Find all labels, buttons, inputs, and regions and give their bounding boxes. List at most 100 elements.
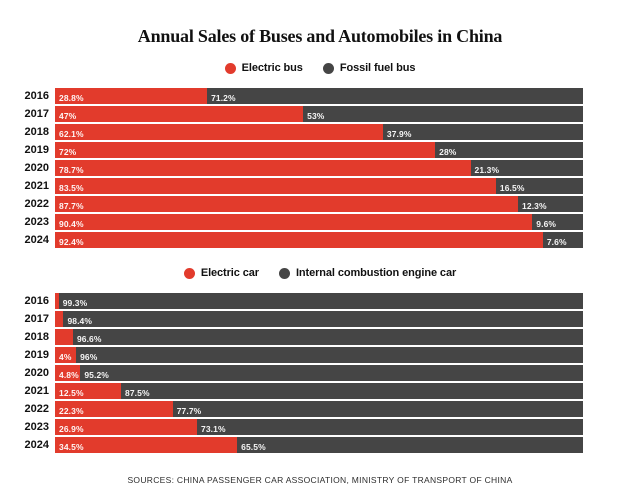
value-label: 16.5% <box>499 183 525 193</box>
value-label: 28.8% <box>59 93 84 103</box>
value-label: 12.3% <box>522 201 547 211</box>
legend-item-fossil-fuel-bus: Fossil fuel bus <box>322 62 416 74</box>
internal-combustion-engine-car-segment: 65.5% <box>237 437 583 453</box>
bar-track: 34.5% 65.5% <box>55 437 583 453</box>
bar-track: 78.7% 21.3% <box>55 160 583 176</box>
year-label: 2022 <box>24 403 49 415</box>
legend-label-electric-bus: Electric bus <box>241 62 303 74</box>
value-label: 4.8% <box>59 370 79 380</box>
year-label: 2020 <box>24 367 49 379</box>
year-label: 2024 <box>24 439 49 451</box>
electric-car-segment <box>55 329 73 345</box>
car-chart-legend: Electric car Internal combustion engine … <box>0 266 640 280</box>
electric-car-segment: 4% <box>55 347 77 363</box>
bar-row-2020: 2020 78.7% 21.3% <box>0 160 640 176</box>
value-label: 95.2% <box>84 370 109 380</box>
value-label: 26.9% <box>59 424 84 434</box>
value-label: 78.7% <box>59 165 84 175</box>
bar-track: 26.9% 73.1% <box>55 419 583 435</box>
electric-bus-segment: 87.7% <box>55 196 519 212</box>
year-label: 2021 <box>24 180 49 192</box>
bar-track: 87.7% 12.3% <box>55 196 583 212</box>
value-label: 21.3% <box>474 165 500 175</box>
year-label: 2020 <box>24 162 49 174</box>
bar-track: 83.5% 16.5% <box>55 178 583 194</box>
bar-track: 4.8% 95.2% <box>55 365 583 381</box>
fossil-fuel-bus-segment: 7.6% <box>542 232 583 248</box>
value-label: 4% <box>59 352 72 362</box>
bar-row-2019: 2019 72% 28% <box>0 142 640 158</box>
value-label <box>55 334 59 344</box>
bus-sales-bar-chart: 2016 28.8% 71.2% 2017 47% 53% 2018 62.1% 37.9% 20… <box>0 88 640 248</box>
bar-row-2018: 2018 62.1% 37.9% <box>0 124 640 140</box>
value-label: 12.5% <box>59 388 84 398</box>
year-label: 2019 <box>24 349 49 361</box>
value-label: 62.1% <box>59 129 84 139</box>
fossil-fuel-bus-segment: 21.3% <box>470 160 583 176</box>
value-label: 98.4% <box>67 316 93 326</box>
bar-row-2023: 2023 26.9% 73.1% <box>0 419 640 435</box>
electric-car-segment: 22.3% <box>55 401 173 417</box>
value-label: 96% <box>80 352 98 362</box>
bar-row-2022: 2022 87.7% 12.3% <box>0 196 640 212</box>
fossil-fuel-bus-segment: 16.5% <box>495 178 583 194</box>
year-label: 2016 <box>24 90 49 102</box>
bar-row-2024: 2024 92.4% 7.6% <box>0 232 640 248</box>
value-label: 90.4% <box>59 219 84 229</box>
internal-combustion-engine-car-segment: 96% <box>76 347 583 363</box>
legend-label-electric-car: Electric car <box>200 267 259 279</box>
bar-track: 90.4% 9.6% <box>55 214 583 230</box>
electric-bus-segment: 78.7% <box>55 160 471 176</box>
electric-bus-segment: 83.5% <box>55 178 496 194</box>
value-label: 87.5% <box>125 388 150 398</box>
electric-car-segment: 34.5% <box>55 437 238 453</box>
bar-row-2021: 2021 12.5% 87.5% <box>0 383 640 399</box>
value-label: 72% <box>59 147 77 157</box>
bar-track: 4% 96% <box>55 347 583 363</box>
year-label: 2016 <box>24 295 49 307</box>
value-label: 37.9% <box>386 129 412 139</box>
value-label: 9.6% <box>536 219 557 229</box>
value-label: 92.4% <box>59 237 84 247</box>
year-label: 2022 <box>24 198 49 210</box>
electric-bus-segment: 28.8% <box>55 88 208 104</box>
electric-car-segment <box>55 311 64 327</box>
value-label: 28% <box>439 147 457 157</box>
fossil-fuel-bus-segment: 12.3% <box>518 196 583 212</box>
value-label: 7.6% <box>546 237 567 247</box>
bar-track: 72% 28% <box>55 142 583 158</box>
bar-row-2016: 2016 99.3% <box>0 293 640 309</box>
value-label: 77.7% <box>176 406 202 416</box>
bar-row-2019: 2019 4% 96% <box>0 347 640 363</box>
bar-track: 98.4% <box>55 311 583 327</box>
internal-combustion-engine-car-segment: 99.3% <box>58 293 583 309</box>
year-label: 2018 <box>24 331 49 343</box>
value-label: 96.6% <box>76 334 102 344</box>
internal-combustion-engine-car-segment: 98.4% <box>63 311 583 327</box>
bar-row-2024: 2024 34.5% 65.5% <box>0 437 640 453</box>
value-label: 73.1% <box>201 424 226 434</box>
electric-bus-legend-dot-icon <box>224 62 236 74</box>
fossil-fuel-bus-segment: 28% <box>435 142 583 158</box>
electric-car-segment: 12.5% <box>55 383 121 399</box>
fossil-fuel-bus-segment: 37.9% <box>382 124 583 140</box>
value-label: 99.3% <box>62 298 88 308</box>
car-sales-bar-chart: 2016 99.3% 2017 98.4% 2018 96.6% 2019 4% 96% 2020… <box>0 293 640 453</box>
year-label: 2019 <box>24 144 49 156</box>
internal-combustion-engine-car-segment: 95.2% <box>80 365 583 381</box>
value-label: 47% <box>59 111 77 121</box>
legend-label-fossil-fuel-bus: Fossil fuel bus <box>339 62 416 74</box>
electric-bus-segment: 92.4% <box>55 232 543 248</box>
year-label: 2018 <box>24 126 49 138</box>
electric-bus-segment: 62.1% <box>55 124 383 140</box>
fossil-fuel-bus-segment: 71.2% <box>207 88 583 104</box>
electric-bus-segment: 72% <box>55 142 436 158</box>
value-label: 53% <box>307 111 325 121</box>
bar-row-2020: 2020 4.8% 95.2% <box>0 365 640 381</box>
internal-combustion-engine-car-segment: 77.7% <box>172 401 583 417</box>
value-label: 71.2% <box>211 93 236 103</box>
bar-row-2016: 2016 28.8% 71.2% <box>0 88 640 104</box>
electric-car-segment: 26.9% <box>55 419 198 435</box>
bar-row-2017: 2017 98.4% <box>0 311 640 327</box>
